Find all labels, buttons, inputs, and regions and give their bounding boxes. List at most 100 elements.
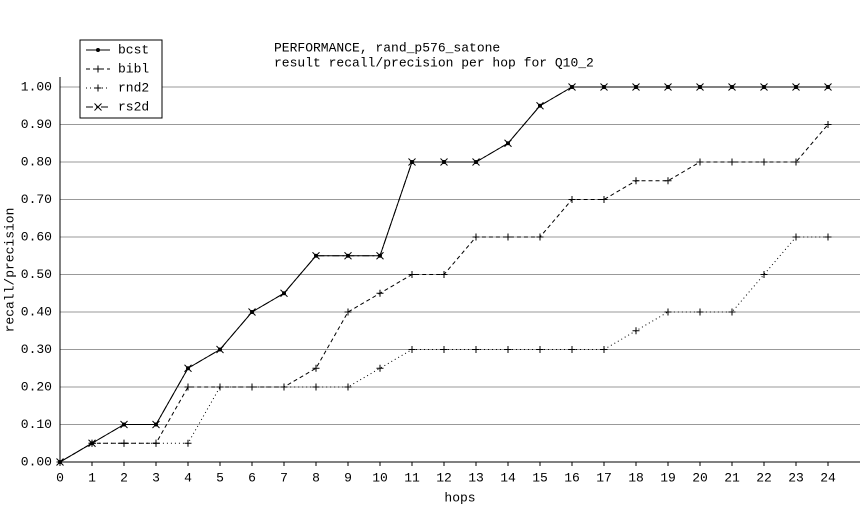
data-point	[568, 196, 576, 203]
legend-box	[79, 39, 163, 119]
data-point	[536, 233, 544, 241]
marker-stroke	[184, 364, 192, 373]
marker-stroke	[568, 83, 576, 91]
marker-stroke	[120, 420, 128, 429]
marker-stroke	[504, 139, 512, 148]
x-axis-label: hops	[444, 490, 475, 505]
y-tick-label: 0.60	[21, 229, 52, 244]
data-point	[504, 346, 512, 353]
data-point	[312, 364, 320, 372]
x-tick-label: 20	[692, 470, 708, 485]
legend-label: rs2d	[118, 99, 149, 114]
data-point	[376, 289, 384, 297]
x-tick-label: 6	[248, 470, 256, 485]
x-tick-label: 4	[184, 470, 192, 485]
data-point	[600, 83, 608, 91]
data-point	[600, 196, 608, 203]
marker-stroke	[632, 83, 640, 91]
x-tick-label: 5	[216, 470, 224, 485]
data-point	[312, 383, 320, 391]
marker-stroke	[760, 83, 768, 91]
data-point	[824, 83, 832, 91]
marker-stroke	[408, 158, 416, 166]
data-point	[824, 121, 832, 128]
data-point	[408, 271, 416, 278]
x-tick-label: 12	[436, 470, 452, 485]
data-point	[696, 83, 704, 91]
legend-label: bibl	[118, 61, 149, 76]
x-tick-label: 17	[596, 470, 612, 485]
data-point	[184, 439, 192, 447]
x-tick-label: 13	[468, 470, 484, 485]
y-tick-label: 0.50	[21, 267, 52, 282]
marker-stroke	[792, 83, 800, 91]
data-point	[792, 158, 800, 166]
x-tick-label: 11	[404, 470, 420, 485]
data-point	[120, 439, 128, 447]
data-point	[504, 233, 512, 241]
marker-dot	[96, 48, 100, 52]
marker-stroke	[280, 289, 288, 298]
data-point	[696, 158, 704, 166]
marker-stroke	[664, 83, 672, 91]
legend-label: rnd2	[118, 80, 149, 95]
y-tick-label: 0.70	[21, 192, 52, 207]
marker-stroke	[824, 83, 832, 91]
legend-label: bcst	[118, 42, 149, 57]
marker-stroke	[88, 439, 96, 448]
y-tick-label: 0.40	[21, 304, 52, 319]
x-tick-label: 10	[372, 470, 388, 485]
marker-stroke	[312, 251, 320, 260]
series-line	[59, 124, 829, 463]
data-point	[344, 308, 352, 316]
y-tick-label: 0.20	[21, 379, 52, 394]
marker-stroke	[728, 83, 736, 91]
marker-stroke	[56, 458, 64, 466]
data-point	[536, 346, 544, 353]
chart-title: PERFORMANCE, rand_p576_satone	[274, 40, 500, 55]
x-tick-label: 22	[756, 470, 772, 485]
x-tick-label: 0	[56, 470, 64, 485]
x-tick-label: 15	[532, 470, 548, 485]
data-point	[664, 308, 672, 316]
data-point	[600, 346, 608, 353]
marker-stroke	[152, 420, 160, 429]
y-tick-label: 0.90	[21, 117, 52, 132]
y-tick-label: 0.10	[21, 417, 52, 432]
data-point	[280, 383, 288, 391]
data-point	[152, 439, 160, 447]
data-point	[312, 251, 320, 260]
data-point	[728, 158, 736, 166]
data-point	[408, 346, 416, 353]
y-tick-label: 0.00	[21, 454, 52, 469]
legend-marker	[94, 84, 102, 92]
data-point	[376, 251, 384, 260]
marker-stroke	[472, 158, 480, 166]
x-tick-label: 24	[820, 470, 836, 485]
data-point	[88, 439, 96, 448]
marker-stroke	[696, 83, 704, 91]
data-point	[248, 308, 256, 316]
data-point	[760, 158, 768, 166]
marker-stroke	[94, 103, 102, 111]
data-point	[632, 83, 640, 91]
data-point	[472, 346, 480, 353]
data-point	[248, 383, 256, 391]
data-point	[408, 158, 416, 166]
data-point	[120, 420, 128, 429]
data-point	[664, 83, 672, 91]
data-point	[184, 364, 192, 373]
x-tick-label: 19	[660, 470, 676, 485]
data-point	[472, 158, 480, 166]
data-point	[792, 233, 800, 241]
marker-stroke	[344, 251, 352, 260]
marker-stroke	[536, 101, 544, 110]
marker-stroke	[376, 251, 384, 260]
x-tick-label: 16	[564, 470, 580, 485]
marker-stroke	[248, 308, 256, 316]
marker-stroke	[600, 83, 608, 91]
x-tick-label: 3	[152, 470, 160, 485]
data-point	[440, 271, 448, 278]
data-point	[344, 251, 352, 260]
